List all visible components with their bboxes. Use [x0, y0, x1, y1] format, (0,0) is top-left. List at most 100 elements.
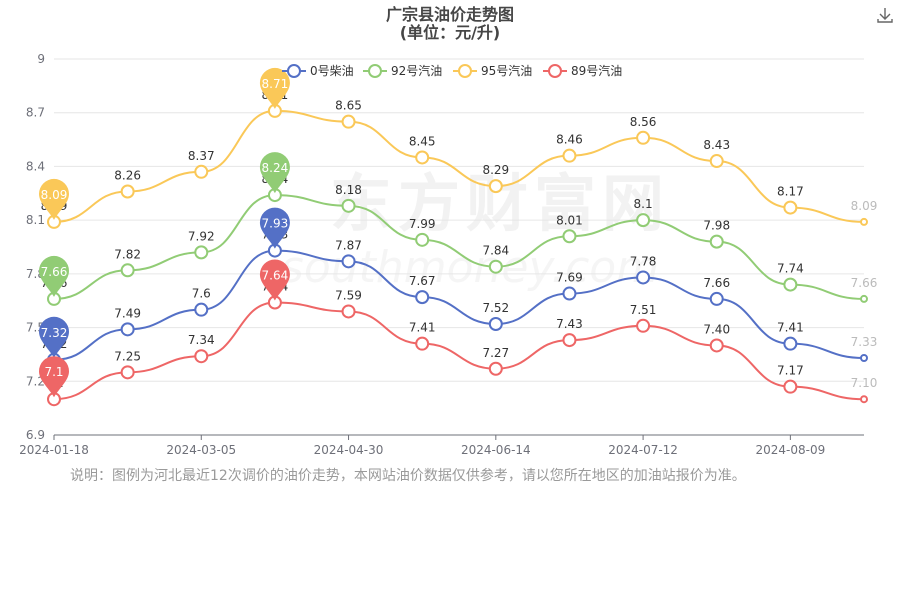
- marker-pin: 7.93: [259, 207, 290, 249]
- pin-shape: [259, 152, 290, 194]
- data-label: 7.99: [409, 217, 436, 231]
- data-point: [709, 234, 724, 249]
- data-label: 7.78: [630, 254, 657, 268]
- data-point: [636, 213, 651, 228]
- y-tick-label: 8.1: [26, 213, 45, 227]
- data-label: 8.37: [188, 149, 215, 163]
- data-label: 7.27: [482, 346, 509, 360]
- data-label: 8.45: [409, 134, 436, 148]
- data-label: 7.17: [777, 364, 804, 378]
- series-line: [53, 194, 865, 300]
- data-label: 8.17: [777, 185, 804, 199]
- data-point: [709, 291, 724, 306]
- data-label: 7.6: [192, 287, 211, 301]
- data-point: [562, 286, 577, 301]
- y-tick-label: 8.7: [26, 106, 45, 120]
- data-point: [194, 245, 209, 260]
- data-label: 8.43: [703, 138, 730, 152]
- x-tick-label: 2024-08-09: [755, 443, 825, 457]
- data-point: [562, 229, 577, 244]
- data-point: [709, 338, 724, 353]
- download-button[interactable]: [874, 4, 896, 26]
- chart-subtitle: (单位：元/升): [400, 23, 500, 42]
- legend-label: 92号汽油: [391, 63, 442, 78]
- chart-title: 广宗县油价走势图: [386, 5, 514, 24]
- legend-item[interactable]: 89号汽油: [543, 63, 622, 78]
- data-label: 7.87: [335, 238, 362, 252]
- data-label: 7.25: [114, 349, 141, 363]
- data-point: [860, 217, 868, 226]
- data-point: [562, 148, 577, 163]
- data-label: 7.92: [188, 229, 215, 243]
- data-point: [415, 290, 430, 305]
- pin-label: 7.1: [44, 365, 63, 379]
- legend-label: 95号汽油: [481, 63, 532, 78]
- legend-label: 89号汽油: [571, 63, 622, 78]
- data-point: [194, 164, 209, 179]
- data-label: 7.49: [114, 306, 141, 320]
- pin-shape: [259, 67, 290, 109]
- pin-label: 7.66: [41, 265, 68, 279]
- pin-label: 7.93: [262, 217, 289, 231]
- data-label: 8.09: [851, 199, 878, 213]
- pin-label: 7.64: [262, 269, 289, 283]
- data-point: [783, 200, 798, 215]
- legend-item[interactable]: 0号柴油: [282, 64, 354, 78]
- x-tick-label: 2024-03-05: [166, 443, 236, 457]
- legend-label: 0号柴油: [310, 64, 354, 78]
- marker-pin: 7.66: [39, 255, 69, 297]
- pin-shape: [259, 259, 290, 301]
- data-point: [488, 259, 503, 274]
- data-point: [120, 184, 135, 199]
- data-label: 8.65: [335, 99, 362, 113]
- legend-marker: [287, 64, 301, 78]
- pin-label: 8.71: [262, 77, 289, 91]
- legend-item[interactable]: 92号汽油: [363, 63, 442, 78]
- data-label: 8.01: [556, 213, 583, 227]
- data-point: [860, 354, 868, 363]
- pin-shape: [259, 207, 290, 249]
- marker-pin: 8.71: [259, 67, 290, 109]
- series-line: [53, 301, 865, 401]
- marker-pin: 7.32: [39, 316, 69, 358]
- x-tick-label: 2024-06-14: [461, 443, 531, 457]
- grid: [54, 58, 864, 382]
- data-label: 7.41: [777, 321, 804, 335]
- max-pins: 7.32 7.93 7.66 8.24 8.09 8.71 7.1 7.64: [39, 67, 290, 398]
- data-point: [120, 365, 135, 380]
- legend-item[interactable]: 95号汽油: [453, 63, 532, 78]
- series-line: [53, 249, 865, 361]
- data-label: 7.43: [556, 317, 583, 331]
- legend[interactable]: 0号柴油 92号汽油 95号汽油 89号汽油: [282, 63, 622, 78]
- data-point: [194, 349, 209, 364]
- data-point: [120, 263, 135, 278]
- data-point: [341, 304, 356, 319]
- watermark-en: southmoney.com: [281, 242, 659, 293]
- data-point: [783, 336, 798, 351]
- x-tick-label: 2024-07-12: [608, 443, 678, 457]
- data-label: 7.52: [482, 301, 509, 315]
- series-lines: [53, 109, 865, 401]
- pin-shape: [39, 356, 69, 398]
- data-point: [783, 277, 798, 292]
- pin-label: 8.09: [41, 188, 68, 202]
- data-point: [709, 154, 724, 169]
- data-point: [488, 316, 503, 331]
- data-label: 7.51: [630, 303, 657, 317]
- data-label: 8.46: [556, 133, 583, 147]
- data-label: 7.10: [851, 376, 878, 390]
- x-tick-label: 2024-04-30: [314, 443, 384, 457]
- data-label: 8.26: [114, 168, 141, 182]
- data-label: 7.66: [851, 276, 878, 290]
- pin-shape: [39, 255, 69, 297]
- data-label: 7.59: [335, 288, 362, 302]
- data-points: [47, 103, 868, 407]
- data-label: 7.40: [703, 322, 730, 336]
- data-label: 7.67: [409, 274, 436, 288]
- data-label: 7.74: [777, 262, 804, 276]
- data-label: 7.98: [703, 219, 730, 233]
- marker-pin: 7.1: [39, 356, 69, 398]
